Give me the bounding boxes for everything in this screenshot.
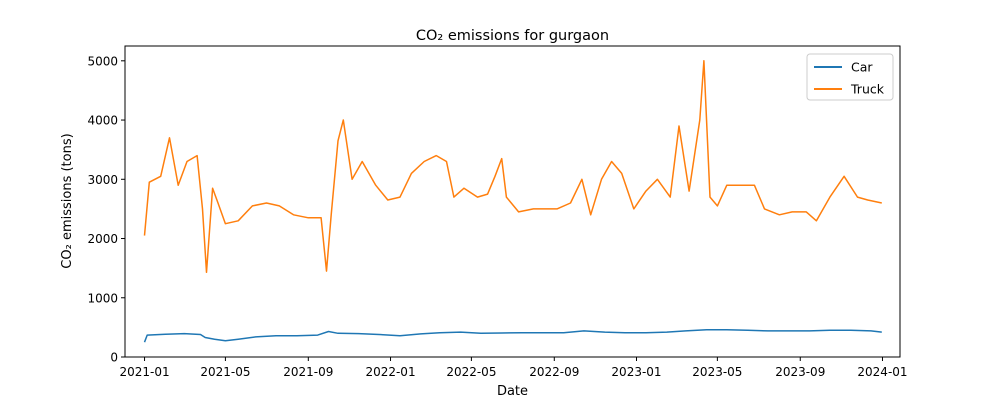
y-tick-label: 4000 xyxy=(87,114,118,128)
y-tick-label: 0 xyxy=(110,351,118,365)
x-tick-label: 2022-01 xyxy=(365,365,415,379)
y-tick-label: 2000 xyxy=(87,232,118,246)
y-tick-label: 3000 xyxy=(87,173,118,187)
x-axis: 2021-01 2021-05 2021-09 2022-01 2022-05 2022-… xyxy=(119,357,908,379)
y-tick-label: 5000 xyxy=(87,54,118,68)
y-axis: 0 1000 2000 3000 4000 5000 xyxy=(87,54,125,365)
legend-label-car: Car xyxy=(851,60,873,75)
x-tick-label: 2023-05 xyxy=(692,365,742,379)
x-axis-label: Date xyxy=(497,384,528,399)
x-tick-label: 2024-01 xyxy=(857,365,907,379)
x-tick-label: 2023-01 xyxy=(611,365,661,379)
x-tick-label: 2022-09 xyxy=(529,365,579,379)
plot-area xyxy=(143,60,882,343)
x-tick-label: 2021-05 xyxy=(200,365,250,379)
x-tick-label: 2023-09 xyxy=(775,365,825,379)
chart-title: CO₂ emissions for gurgaon xyxy=(416,28,609,44)
x-tick-label: 2022-05 xyxy=(446,365,496,379)
series-line-truck xyxy=(143,60,882,274)
x-tick-label: 2021-09 xyxy=(283,365,333,379)
y-tick-label: 1000 xyxy=(87,291,118,305)
plot-frame xyxy=(124,45,901,358)
legend-label-truck: Truck xyxy=(850,82,885,97)
series-line-car xyxy=(143,329,882,343)
x-tick-label: 2021-01 xyxy=(119,365,169,379)
y-axis-label: CO₂ emissions (tons) xyxy=(60,133,75,268)
legend: Car Truck xyxy=(806,53,894,101)
